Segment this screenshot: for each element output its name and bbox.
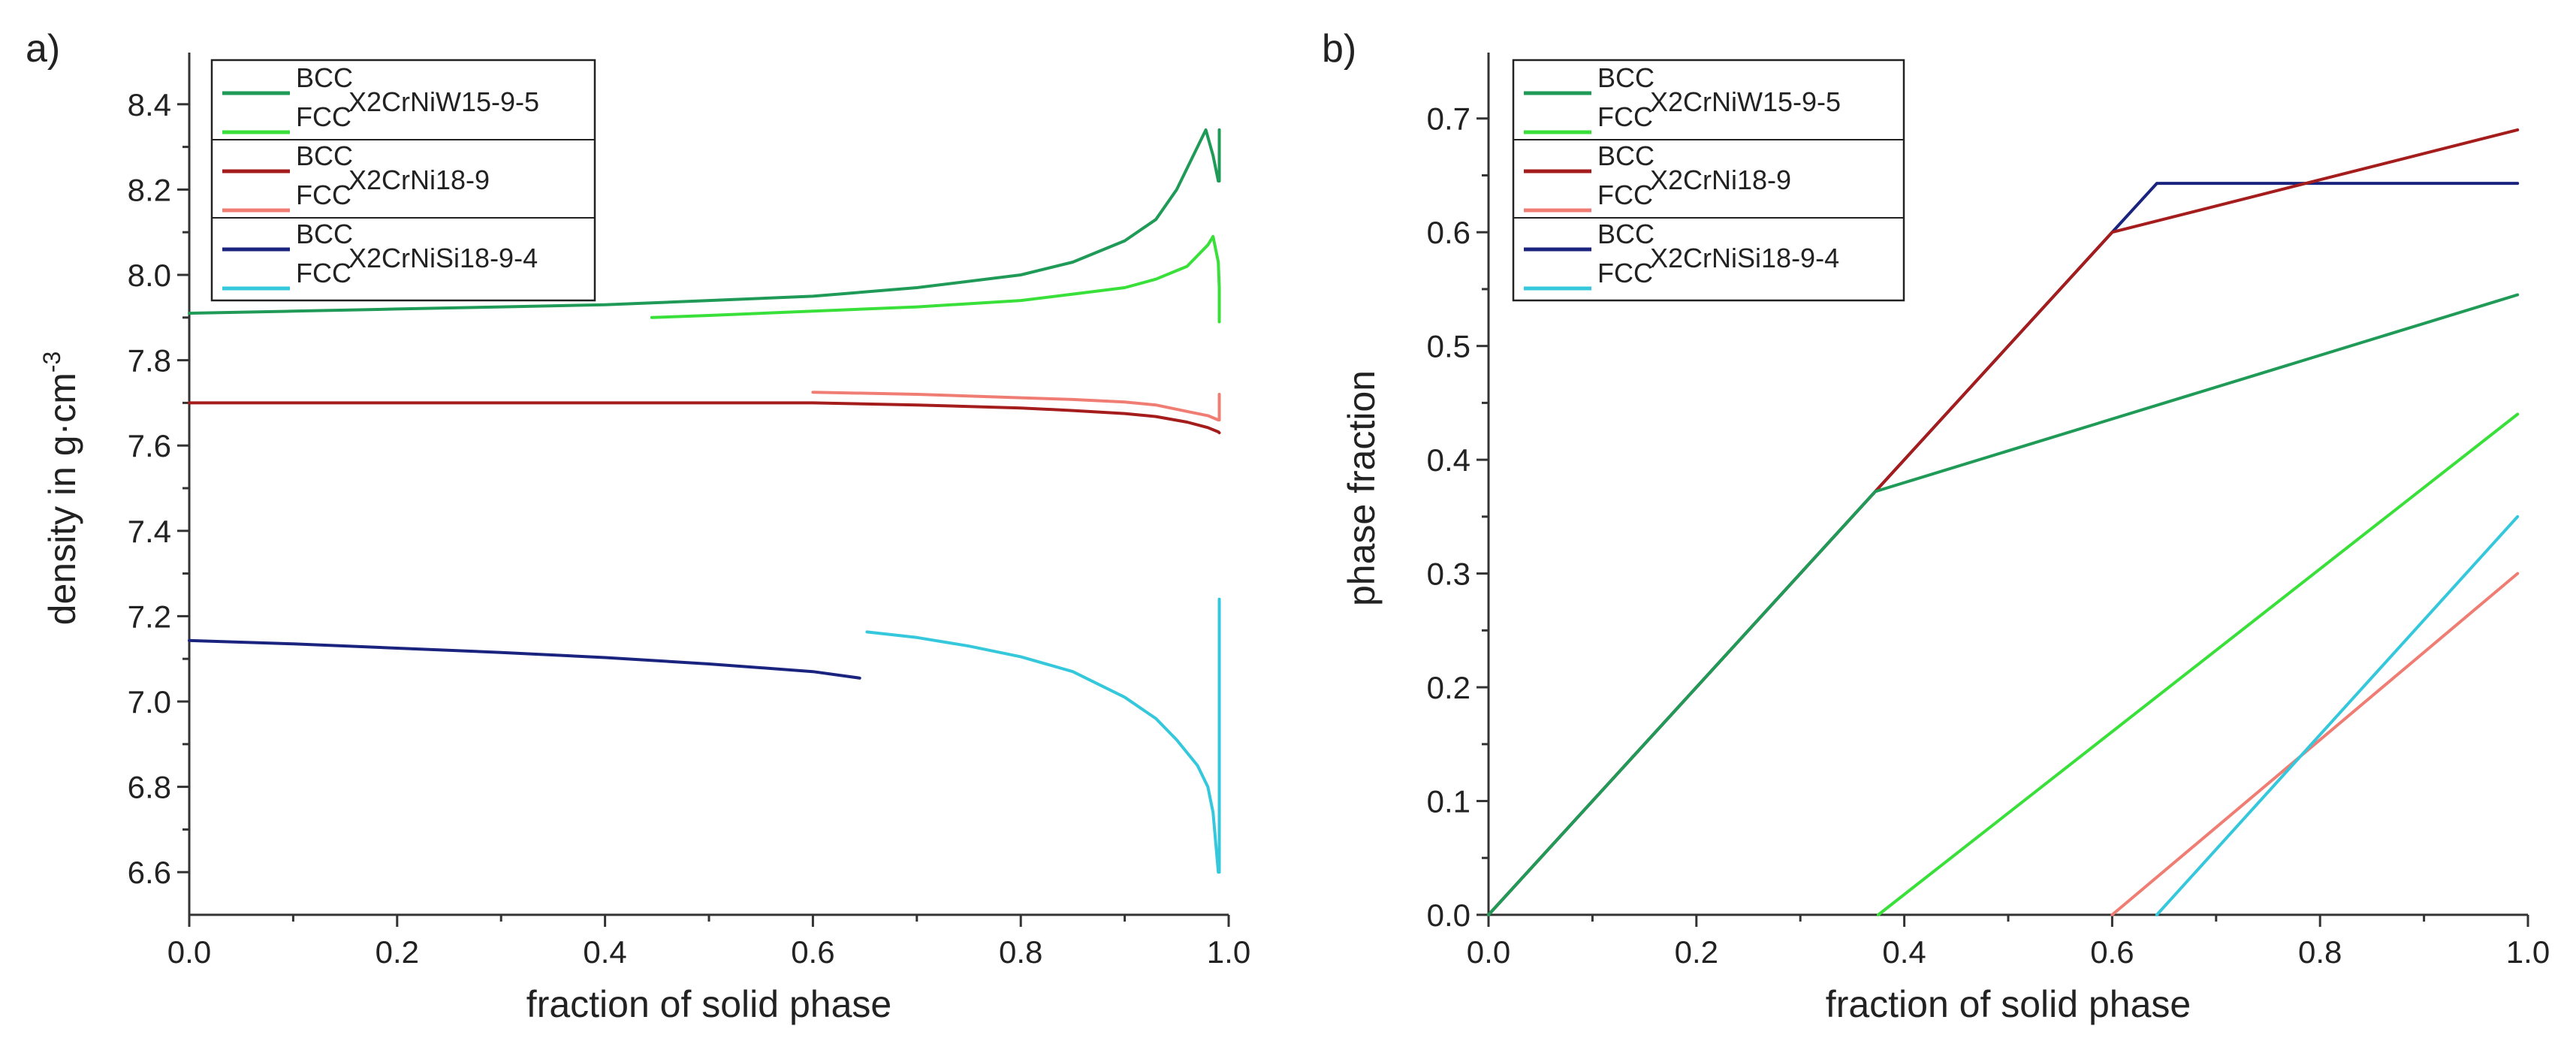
y-tick-label: 0.5 [1427,329,1470,364]
x-tick-label: 0.8 [2298,934,2342,970]
y-tick-label: 7.6 [128,428,171,463]
y-axis-title-main: phase fraction [1341,370,1383,606]
y-tick-label: 0.0 [1427,898,1470,933]
y-tick-label: 8.2 [128,172,171,207]
x-tick-label: 0.4 [583,934,626,970]
series-line-x2crniw15-9-5-fcc [650,234,1221,324]
x-tick-label: 0.2 [1675,934,1718,970]
series-line-x2crnisi18-9-4-fcc [865,597,1221,874]
legend-entry-label: BCC [296,219,353,249]
x-tick-label: 0.0 [1467,934,1510,970]
y-tick-label: 0.1 [1427,784,1470,819]
x-tick-label: 0.2 [376,934,419,970]
x-tick-label: 0.6 [2090,934,2134,970]
y-tick-label: 7.2 [128,599,171,634]
legend-alloy-label: X2CrNi18-9 [1650,164,1791,195]
y-tick-label: 8.0 [128,258,171,293]
x-axis-title: fraction of solid phase [1826,983,2191,1025]
y-tick-label: 0.6 [1427,215,1470,250]
legend-alloy-label: X2CrNiW15-9-5 [348,86,539,117]
y-tick-label: 7.8 [128,343,171,379]
x-tick-label: 0.4 [1882,934,1926,970]
x-tick-label: 0.0 [167,934,211,970]
x-tick-label: 0.6 [791,934,834,970]
y-axis-title: density in g·cm-3 [38,352,83,626]
y-tick-label: 0.7 [1427,101,1470,137]
panel-b: b) 0.0 0.2 0.4 0.6 0.8 1.0 0.0 0.1 0.2 0.3 0.4 0.5 0.… [1322,27,2550,1025]
legend: BCCFCCX2CrNiW15-9-5BCCFCCX2CrNi18-9BCCFC… [1512,59,1905,302]
legend-entry-label: FCC [296,101,351,132]
panel-a: a) 0.0 0.2 0.4 0.6 0.8 1.0 6.6 6.8 7.0 7.2 7.4 7.6 7.… [26,27,1250,1025]
legend-entry-label: BCC [296,140,353,171]
legend-alloy-label: X2CrNiSi18-9-4 [1650,243,1839,273]
legend-alloy-label: X2CrNiSi18-9-4 [348,243,538,273]
y-tick-label: 8.4 [128,87,171,122]
y-tick-label: 0.4 [1427,442,1470,478]
series-line-x2crni18-9-bcc [188,401,1221,435]
y-axis-title: phase fraction [1341,370,1383,606]
x-tick-label: 1.0 [1207,934,1250,970]
x-tick-label: 0.8 [999,934,1042,970]
legend-entry-label: BCC [1597,219,1654,249]
legend-entry-label: FCC [1597,101,1653,132]
panel-label: b) [1322,27,1356,71]
series-line-x2crniw15-9-5-bcc [188,128,1221,315]
legend: BCCFCCX2CrNiW15-9-5BCCFCCX2CrNi18-9BCCFC… [210,59,596,302]
x-axis-title: fraction of solid phase [526,983,891,1025]
legend-box [1512,59,1905,302]
y-tick-label: 7.0 [128,684,171,720]
legend-entry-label: BCC [1597,140,1654,171]
legend-entry-label: BCC [1597,62,1654,93]
series-line-x2crnisi18-9-4-bcc [188,638,861,680]
legend-alloy-label: X2CrNi18-9 [348,164,490,195]
series-line-x2crni18-9-fcc [811,391,1221,422]
legend-entry-label: FCC [1597,180,1653,210]
panel-label: a) [26,27,60,71]
legend-entry-label: FCC [1597,258,1653,288]
series-line-x2crnisi18-9-4-fcc [2155,514,2520,916]
legend-entry-label: BCC [296,62,353,93]
x-tick-label: 1.0 [2506,934,2550,970]
series-line-x2crniw15-9-5-fcc [1877,412,2520,916]
y-tick-label: 6.8 [128,770,171,805]
y-tick-label: 0.2 [1427,670,1470,705]
legend-box [210,59,596,302]
series-line-x2crniw15-9-5-bcc [1487,293,2520,916]
y-tick-label: 6.6 [128,855,171,890]
y-tick-label: 0.3 [1427,557,1470,592]
legend-alloy-label: X2CrNiW15-9-5 [1650,86,1841,117]
legend-entry-label: FCC [296,258,351,288]
y-axis-title-main: density in g·cm [41,373,83,625]
series-line-x2crni18-9-fcc [2110,572,2520,916]
legend-entry-label: FCC [296,180,351,210]
y-tick-label: 7.4 [128,514,171,549]
y-axis-title-superscript: -3 [38,352,65,373]
